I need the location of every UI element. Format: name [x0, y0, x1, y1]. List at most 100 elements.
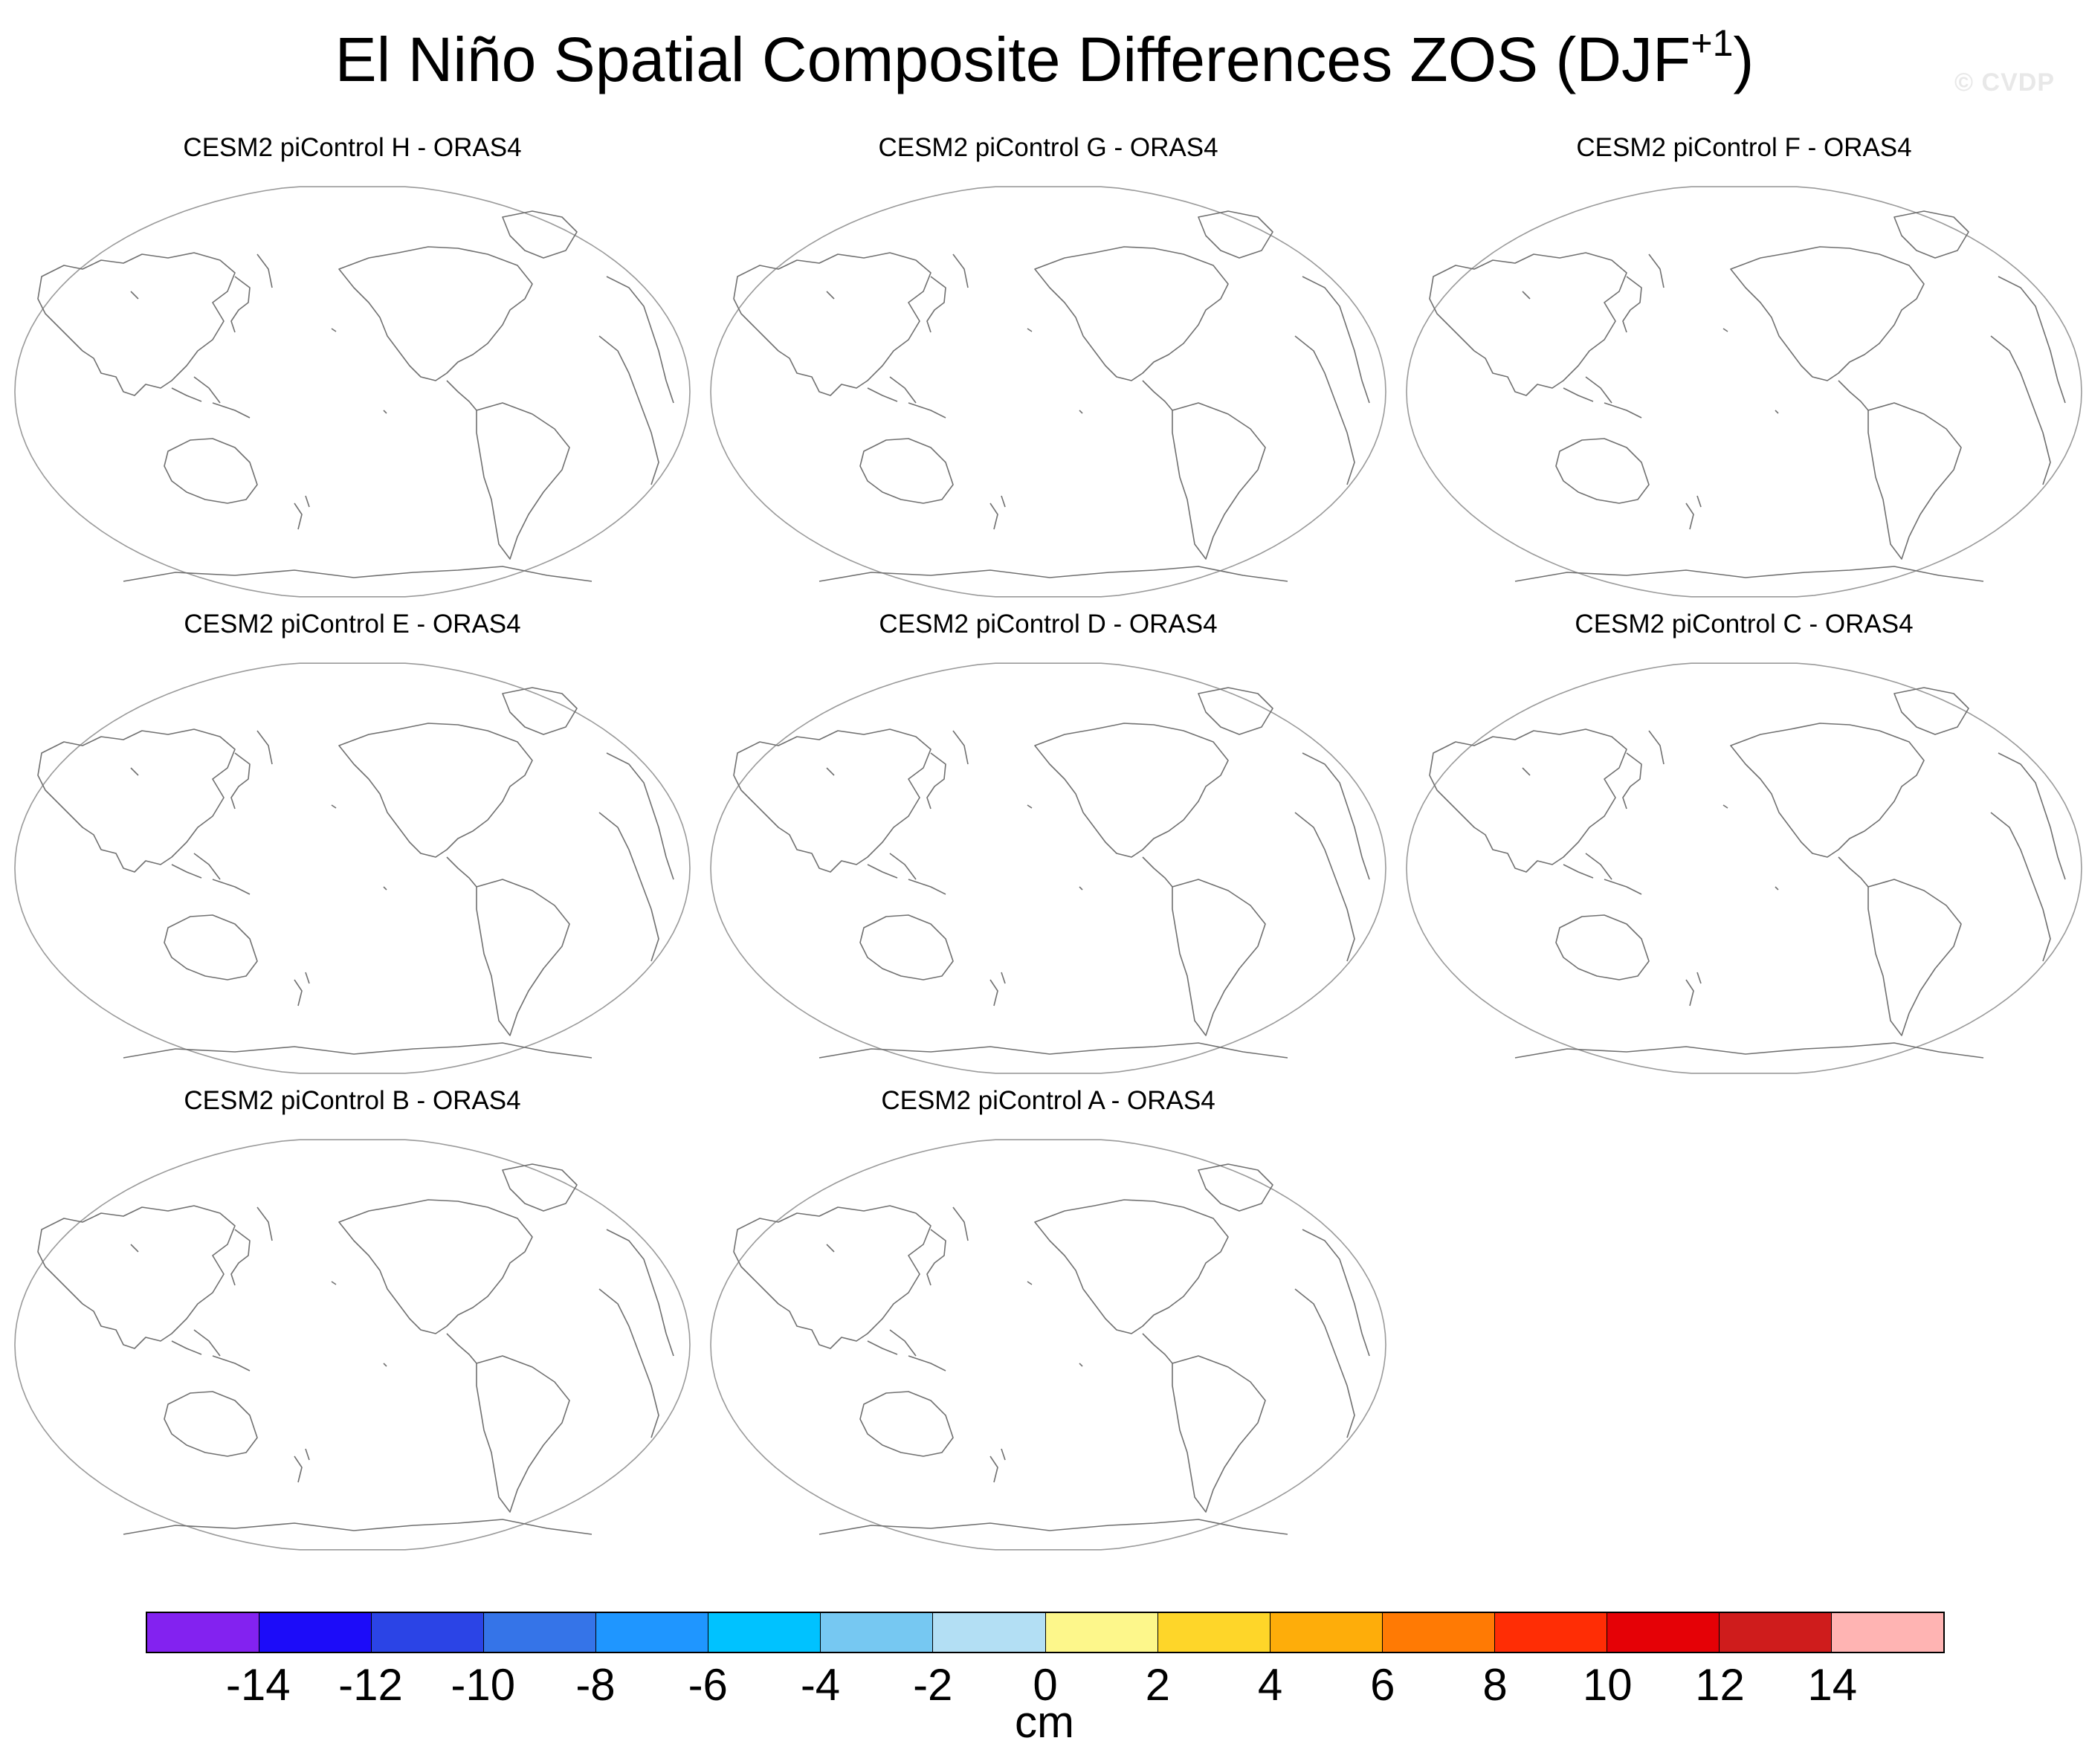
colorbar-swatch	[933, 1613, 1046, 1652]
coastline	[1142, 380, 1173, 411]
colorbar-swatch	[1719, 1613, 1832, 1652]
coastline	[1198, 210, 1273, 259]
colorbar-tick-label: 12	[1695, 1660, 1745, 1710]
coastline	[383, 1363, 387, 1367]
coastline	[1172, 1355, 1266, 1513]
coastline	[1142, 856, 1173, 888]
coastline	[1034, 246, 1229, 381]
coastline	[1555, 438, 1650, 504]
coastline	[1294, 1288, 1355, 1438]
coastlines	[37, 210, 674, 582]
colorbar-swatch	[372, 1613, 485, 1652]
colorbar-swatch	[596, 1613, 709, 1652]
panel-title: CESM2 piControl H - ORAS4	[183, 133, 522, 162]
colorbar-swatch	[1157, 1613, 1270, 1652]
coastline	[1775, 410, 1779, 414]
coastline	[476, 402, 570, 560]
coastline	[952, 1206, 969, 1241]
coastline	[606, 1229, 674, 1357]
figure-title: El Niño Spatial Composite Differences ZO…	[335, 22, 1754, 94]
coastline	[230, 276, 251, 333]
map-panel: CESM2 piControl D - ORAS4	[708, 609, 1389, 1099]
colorbar-swatch	[821, 1613, 934, 1652]
coastline	[1604, 879, 1642, 895]
coastline	[193, 1329, 221, 1357]
colorbar-tick-label: 4	[1257, 1660, 1283, 1710]
coastline	[826, 767, 835, 776]
coastline	[1302, 752, 1370, 880]
colorbar-tick-label: 6	[1370, 1660, 1395, 1710]
colorbar-swatch	[1270, 1613, 1383, 1652]
colorbar-tick-label: -10	[451, 1660, 516, 1710]
coastline	[130, 291, 139, 300]
world-map	[14, 186, 691, 598]
coastline	[446, 1333, 477, 1364]
coastline	[212, 879, 251, 895]
coastline	[383, 886, 387, 891]
coastline	[1730, 246, 1925, 381]
coastline	[952, 730, 969, 765]
panel-title: CESM2 piControl B - ORAS4	[184, 1086, 521, 1115]
coastline	[1034, 723, 1229, 858]
coastlines	[733, 687, 1370, 1059]
coastline	[1555, 914, 1650, 980]
map-panel: CESM2 piControl H - ORAS4	[12, 132, 693, 623]
coastline	[305, 495, 310, 508]
panel-title: CESM2 piControl G - ORAS4	[878, 133, 1218, 162]
coastline	[123, 1042, 593, 1059]
coastline	[1198, 687, 1273, 735]
coastline	[502, 687, 578, 735]
coastline	[1867, 402, 1962, 560]
coastline	[1990, 335, 2051, 485]
coastline	[294, 979, 303, 1007]
world-map	[14, 1139, 691, 1551]
coastline	[926, 752, 946, 810]
coastline	[1730, 723, 1925, 858]
coastline	[1302, 1229, 1370, 1357]
coastline	[502, 1163, 578, 1212]
coastline	[1585, 853, 1612, 880]
coastlines	[733, 210, 1370, 582]
colorbar-tick-label: -4	[800, 1660, 841, 1710]
coastline	[130, 1244, 139, 1253]
coastline	[1838, 856, 1869, 888]
coastline	[1514, 1042, 1984, 1059]
coastline	[502, 210, 578, 259]
colorbar-unit-label: cm	[1015, 1697, 1074, 1747]
coastlines	[733, 1163, 1370, 1535]
coastline	[1001, 972, 1006, 984]
coastline	[1034, 1199, 1229, 1334]
coastline	[294, 503, 303, 530]
coastline	[212, 1355, 251, 1372]
coastline	[1429, 252, 1627, 396]
coastline	[908, 402, 946, 419]
coastline	[1685, 979, 1694, 1007]
colorbar-swatch	[1494, 1613, 1607, 1652]
coastline	[171, 864, 202, 879]
coastline	[867, 1340, 898, 1355]
coastline	[446, 380, 477, 411]
coastline	[606, 276, 674, 404]
coastline	[826, 291, 835, 300]
coastline	[123, 566, 593, 582]
coastline	[37, 252, 236, 396]
colorbar-tick-label: -8	[575, 1660, 616, 1710]
coastline	[1429, 728, 1627, 873]
coastline	[889, 376, 917, 404]
coastline	[476, 1355, 570, 1513]
coastline	[819, 1519, 1288, 1535]
coastline	[1622, 276, 1642, 333]
coastlines	[1429, 687, 2066, 1059]
coastline	[1685, 503, 1694, 530]
coastline	[1622, 752, 1642, 810]
coastline	[819, 566, 1288, 582]
colorbar-tick-label: 2	[1145, 1660, 1170, 1710]
colorbar-swatch	[708, 1613, 821, 1652]
coastline	[1079, 1363, 1083, 1367]
coastline	[305, 972, 310, 984]
coastline	[989, 1456, 998, 1483]
coastline	[1696, 972, 1702, 984]
coastline	[193, 376, 221, 404]
colorbar-tick-label: 0	[1033, 1660, 1058, 1710]
panel-title: CESM2 piControl D - ORAS4	[879, 610, 1218, 639]
